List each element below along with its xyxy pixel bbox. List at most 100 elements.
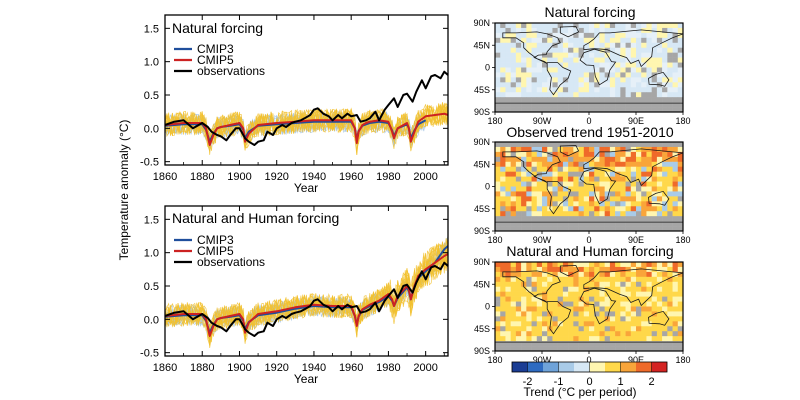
map-cell	[521, 191, 527, 197]
map-cell	[599, 341, 605, 347]
map-cell	[505, 191, 511, 197]
map-cell	[651, 186, 658, 192]
map-cell	[583, 166, 590, 172]
map-cell	[625, 156, 632, 163]
lon-label: 0	[586, 355, 591, 365]
map-cell	[531, 77, 538, 83]
map-cell	[620, 32, 626, 39]
map-cell	[594, 82, 600, 88]
map-cell	[531, 221, 538, 227]
map-cell	[573, 82, 579, 88]
map-cell	[536, 166, 543, 172]
map-cell	[583, 216, 590, 222]
map-cell	[536, 146, 543, 153]
map-cell	[578, 301, 585, 307]
map-cell	[505, 32, 511, 39]
map-cell	[672, 57, 679, 63]
map-cell	[568, 62, 574, 68]
map-cell	[646, 67, 652, 73]
map-cell	[615, 336, 621, 342]
map-cell	[662, 346, 668, 352]
map-cell	[662, 301, 668, 307]
map-cell	[568, 67, 574, 73]
map-cell	[515, 161, 522, 168]
map-cell	[651, 301, 658, 307]
map-cell	[594, 281, 600, 288]
map-cell	[625, 271, 632, 278]
map-cell	[636, 276, 642, 283]
map-cell	[578, 296, 585, 302]
map-cell	[589, 262, 595, 268]
y-tick-label: -0.5	[140, 348, 159, 360]
map-cell	[662, 291, 668, 297]
map-cell	[667, 23, 673, 29]
map-cell	[547, 281, 553, 288]
map-cell	[531, 72, 538, 78]
map-cell	[500, 206, 506, 212]
map-cell	[594, 161, 600, 168]
map-cell	[578, 271, 585, 278]
map-cell	[646, 276, 652, 283]
map-cell	[510, 146, 517, 153]
map-cell	[578, 336, 585, 342]
map-cell	[583, 87, 590, 93]
map-cell	[531, 326, 538, 332]
map-cell	[547, 276, 553, 283]
map-cell	[536, 32, 543, 39]
map-cell	[531, 311, 538, 317]
continent-outline	[579, 287, 617, 325]
map-cell	[542, 301, 548, 307]
map-cell	[500, 142, 506, 148]
map-cell	[557, 171, 564, 177]
map-cell	[594, 52, 600, 58]
map-cell	[536, 216, 543, 222]
map-cell	[620, 161, 626, 168]
map-cell	[641, 181, 647, 187]
map-cell	[531, 186, 538, 192]
map-cell	[542, 311, 548, 317]
map-cell	[594, 171, 600, 177]
map-cell	[495, 216, 501, 222]
map-cell	[505, 102, 511, 108]
map-cell	[578, 156, 585, 163]
map-cell	[656, 77, 663, 83]
map-cell	[578, 286, 585, 292]
map-cell	[599, 82, 605, 88]
map-cell	[589, 161, 595, 168]
map-cell	[677, 166, 684, 172]
map-cell	[599, 181, 605, 187]
map-cell	[568, 336, 574, 342]
map-cell	[615, 191, 621, 197]
map-cell	[667, 281, 673, 288]
map-cell	[599, 27, 605, 34]
map-cell	[609, 23, 616, 29]
map-cell	[547, 176, 553, 182]
map-cell	[515, 37, 522, 44]
map-cell	[500, 216, 506, 222]
map-cell	[646, 296, 652, 302]
map-cell	[505, 226, 511, 232]
map-cell	[542, 196, 548, 202]
map-cell	[515, 296, 522, 302]
x-axis-label: Year	[294, 372, 318, 386]
map-cell	[656, 52, 663, 58]
colorbar-segment	[651, 362, 668, 372]
legend-label: CMIP3	[197, 42, 234, 56]
map-cell	[500, 281, 506, 288]
map-cell	[515, 276, 522, 283]
map-cell	[646, 286, 652, 292]
map-cell	[521, 151, 527, 158]
map-cell	[604, 57, 611, 63]
map-cell	[531, 151, 538, 158]
map-cell	[677, 331, 684, 337]
map-cell	[636, 82, 642, 88]
map-cell	[505, 107, 511, 113]
map-cell	[531, 156, 538, 163]
map-cell	[583, 206, 590, 212]
map-cell	[568, 321, 574, 327]
map-cell	[599, 276, 605, 283]
map-cell	[636, 226, 642, 232]
map-cell	[515, 146, 522, 153]
map-cell	[536, 72, 543, 78]
map-cell	[625, 62, 632, 68]
